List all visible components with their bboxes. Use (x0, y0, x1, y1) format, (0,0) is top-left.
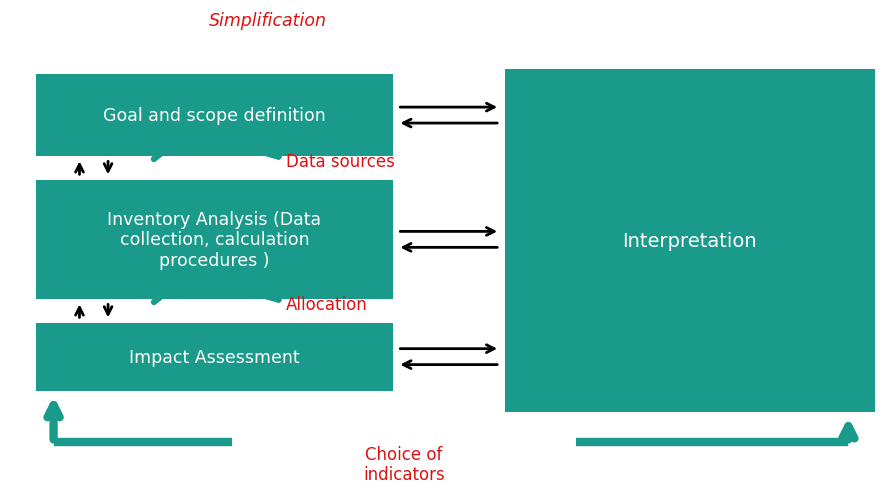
FancyBboxPatch shape (505, 70, 875, 412)
Text: Impact Assessment: Impact Assessment (129, 348, 300, 366)
Text: Simplification: Simplification (209, 12, 327, 30)
Text: Allocation: Allocation (286, 295, 368, 313)
FancyBboxPatch shape (36, 180, 393, 300)
Text: Choice of
indicators: Choice of indicators (363, 445, 445, 484)
Text: Data sources: Data sources (286, 153, 395, 170)
FancyBboxPatch shape (36, 75, 393, 157)
Text: Goal and scope definition: Goal and scope definition (103, 107, 326, 125)
Text: Inventory Analysis (Data
collection, calculation
procedures ): Inventory Analysis (Data collection, cal… (107, 210, 321, 270)
Text: Interpretation: Interpretation (622, 232, 757, 250)
FancyBboxPatch shape (36, 323, 393, 391)
